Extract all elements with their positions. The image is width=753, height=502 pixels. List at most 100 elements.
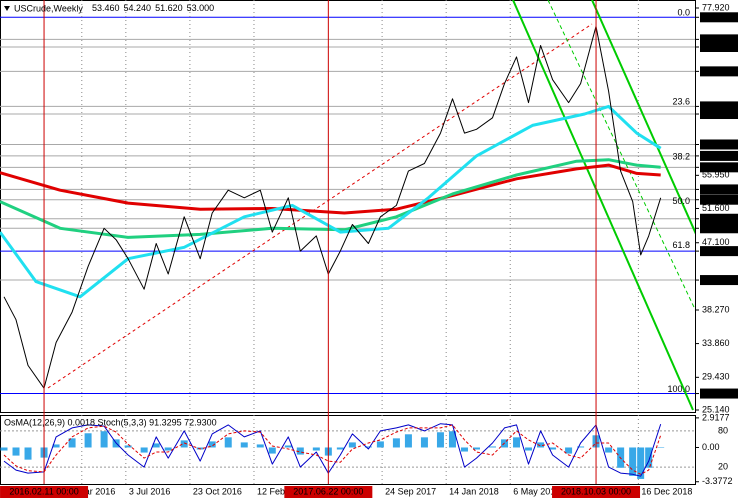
osma-bar [629,447,637,476]
ohlc-value: 51.620 [155,3,183,13]
y-tick-label: 0.00 [702,442,720,452]
osma-bar [268,447,276,454]
y-tick-highlight [700,223,738,234]
y-tick-label: 46.000 [702,245,730,255]
y-tick-highlight [700,101,738,112]
osma-bar [0,447,8,451]
title-icon [4,6,10,11]
osma-bar [208,441,216,448]
y-tick-label: 33.860 [702,338,730,348]
marker-label: 2017.06.22 00:00 [293,486,363,496]
osma-bar [240,442,248,448]
osma-bar [637,447,645,479]
y-tick-label: 47.100 [702,237,730,247]
osma-bar [140,447,148,453]
y-tick-highlight [700,246,738,257]
x-tick-label: 14 Jan 2018 [449,486,499,496]
osma-bar [657,447,665,448]
fib-label: 61.8 [672,240,690,250]
channel-line [512,0,694,411]
y-tick-label: 64.000 [702,108,730,118]
y-tick-label: 73.800 [702,34,730,44]
marker-label-bg [284,486,373,498]
y-tick-highlight [700,388,738,399]
osma-bar [224,437,232,448]
y-tick-label: 2.9177 [702,412,730,422]
y-tick-label: 38.270 [702,304,730,314]
osma-bar [336,447,344,450]
y-tick-label: 57.000 [702,162,730,172]
y-tick-highlight [700,184,738,195]
ohlc-value: 53.460 [92,3,120,13]
series-line [0,104,662,299]
fib-label: 38.2 [672,151,690,161]
osma-bar [52,444,60,448]
series-line [3,423,662,477]
x-tick-label: 6 May 201 [513,486,555,496]
y-tick-label: 72.800 [702,41,730,51]
osma-bar [348,442,356,448]
y-tick-label: 25.140 [702,404,730,414]
ohlc-value: 53.000 [187,3,215,13]
osma-bar [537,442,545,448]
osma-bar [605,447,613,453]
fib-label: 23.6 [672,96,690,106]
marker-label: 2016.02.11 00:00 [9,486,78,496]
x-tick-label: 16 Dec 2018 [641,486,692,496]
fib-label: 0.0 [677,8,690,18]
y-tick-label: 65.000 [702,101,730,111]
osma-bar [645,447,653,468]
osma-bar [565,447,573,454]
fib-label: 100.0 [667,384,690,394]
y-tick-label: 60.000 [702,139,730,149]
y-tick-label: 27.300 [702,388,730,398]
axes-layer: ar 2016 3 Jul 2016 23 Oct 2016 12 Feb 2017 2… [0,0,738,498]
y-tick-label: 55.950 [702,170,730,180]
y-tick-label: 69.600 [702,66,730,76]
y-tick-label: 54.100 [702,184,730,194]
osma-bar [364,446,372,448]
y-tick-label: 52.750 [702,194,730,204]
y-tick-label: 76.700 [702,12,730,22]
x-tick-label: 12 Feb 2017 [257,486,308,496]
y-tick-label: 51.600 [702,203,730,213]
osma-bar [256,444,264,448]
marker-label: 2018.10.03 00:00 [561,486,631,496]
x-tick-label: ar 2016 [85,486,116,496]
y-tick-label: 77.920 [702,2,730,12]
oscillator-panel-border [0,415,696,485]
series-line [0,158,661,239]
osma-bar [404,434,412,448]
osma-bar [489,446,497,448]
oscillator-plot [0,423,695,479]
y-tick-highlight [700,213,738,224]
main-panel-border [0,0,696,413]
osma-bar [312,447,320,451]
osma-bar [180,440,188,448]
y2-tick-label: 80 [718,425,728,435]
y-tick-highlight [700,275,738,286]
x-tick-label: 3 Jul 2016 [129,486,171,496]
trend-line [47,23,593,389]
series-line [3,25,662,389]
osma-bar [296,447,304,455]
y-tick-label: 50.250 [702,213,730,223]
osma-bar [124,445,132,448]
y-tick-highlight [700,194,738,205]
ohlc: 53.460 54.240 51.620 53.000 [92,3,214,13]
y-tick-highlight [700,12,738,23]
chart-title: USCrude,Weekly [14,3,83,13]
ohlc-value: 54.240 [124,3,152,13]
osma-bar [577,446,585,448]
osma-bar [513,437,521,448]
osma-bar [392,438,400,448]
y-tick-label: 29.430 [702,372,730,382]
osma-bar [84,433,92,448]
osma-bar [376,441,384,448]
marker-label-bg [0,486,89,498]
osma-bar [24,447,32,460]
osma-bar [100,431,108,448]
osma-bar [436,432,444,448]
y-tick-label: 49.000 [702,223,730,233]
x-tick-label: 24 Sep 2017 [385,486,436,496]
